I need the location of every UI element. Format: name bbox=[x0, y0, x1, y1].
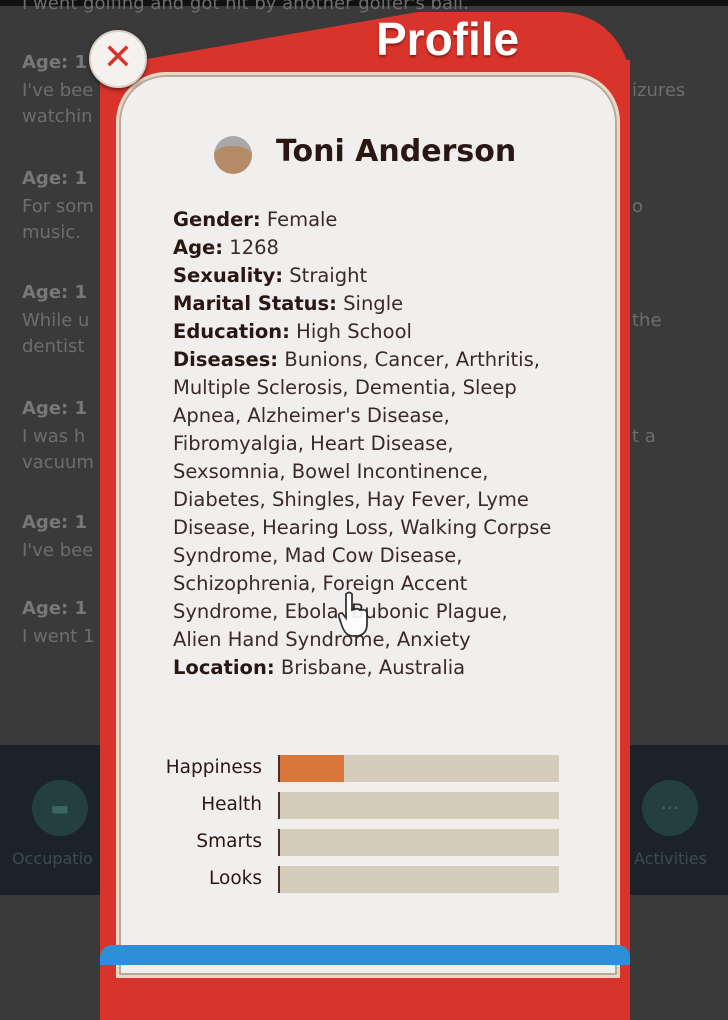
stat-bar-smarts bbox=[278, 829, 559, 856]
bg-entry-text: For som bbox=[22, 196, 94, 217]
bg-entry-text: music. bbox=[22, 222, 81, 243]
field-diseases: Diseases: Bunions, Cancer, Arthritis, Mu… bbox=[173, 348, 552, 651]
more-icon[interactable]: ··· bbox=[642, 780, 698, 836]
profile-name: Toni Anderson bbox=[276, 134, 517, 169]
modal-title: Profile bbox=[376, 13, 520, 65]
bg-entry-text: vacuum bbox=[22, 452, 94, 473]
top-bar bbox=[0, 0, 728, 6]
bg-entry-text: t a bbox=[632, 426, 656, 447]
field-location: Location: Brisbane, Australia bbox=[173, 656, 466, 679]
old-woman-avatar-icon bbox=[214, 136, 252, 174]
hand-cursor-icon bbox=[337, 591, 368, 637]
profile-card bbox=[116, 72, 620, 978]
bg-entry-text: the bbox=[632, 310, 662, 331]
field-marital-status: Marital Status: Single bbox=[173, 292, 404, 315]
bg-entry-age: Age: 1 bbox=[22, 398, 88, 419]
field-age: Age: 1268 bbox=[173, 236, 279, 259]
nav-occupation-label[interactable]: Occupatio bbox=[12, 849, 93, 868]
close-icon[interactable]: ✕ bbox=[89, 30, 147, 88]
bg-entry-age: Age: 1 bbox=[22, 168, 88, 189]
stat-bar-health bbox=[278, 792, 559, 819]
bg-entry-text: o bbox=[632, 196, 644, 217]
stat-bar-looks bbox=[278, 866, 559, 893]
stat-label-happiness: Happiness bbox=[165, 757, 262, 778]
bg-entry-age: Age: 1 bbox=[22, 52, 88, 73]
bg-entry-text: While u bbox=[22, 310, 90, 331]
modal-footer-button[interactable] bbox=[100, 945, 630, 965]
bg-entry-age: Age: 1 bbox=[22, 598, 88, 619]
stat-label-health: Health bbox=[201, 794, 262, 815]
stat-label-looks: Looks bbox=[209, 868, 262, 889]
bg-entry-age: Age: 1 bbox=[22, 282, 88, 303]
bg-entry-text: I've bee bbox=[22, 80, 94, 101]
bg-entry-text: dentist bbox=[22, 336, 85, 357]
bg-entry-text: I went 1 bbox=[22, 626, 95, 647]
bg-entry-age: Age: 1 bbox=[22, 512, 88, 533]
field-sexuality: Sexuality: Straight bbox=[173, 264, 368, 287]
bg-event-text: I went golfing and got hit by another go… bbox=[22, 0, 469, 14]
bg-entry-text: watchin bbox=[22, 106, 93, 127]
field-gender: Gender: Female bbox=[173, 208, 338, 231]
bg-entry-text: I've bee bbox=[22, 540, 94, 561]
briefcase-icon[interactable]: ▬ bbox=[32, 780, 88, 836]
nav-activities-label[interactable]: Activities bbox=[634, 849, 707, 868]
stat-bar-fill bbox=[280, 755, 345, 782]
profile-info: Gender: Female Age: 1268 Sexuality: Stra… bbox=[173, 206, 573, 682]
stat-bar-happiness bbox=[278, 755, 559, 782]
stat-label-smarts: Smarts bbox=[196, 831, 262, 852]
bg-entry-text: I was h bbox=[22, 426, 86, 447]
field-education: Education: High School bbox=[173, 320, 412, 343]
bg-entry-text: izures bbox=[632, 80, 686, 101]
